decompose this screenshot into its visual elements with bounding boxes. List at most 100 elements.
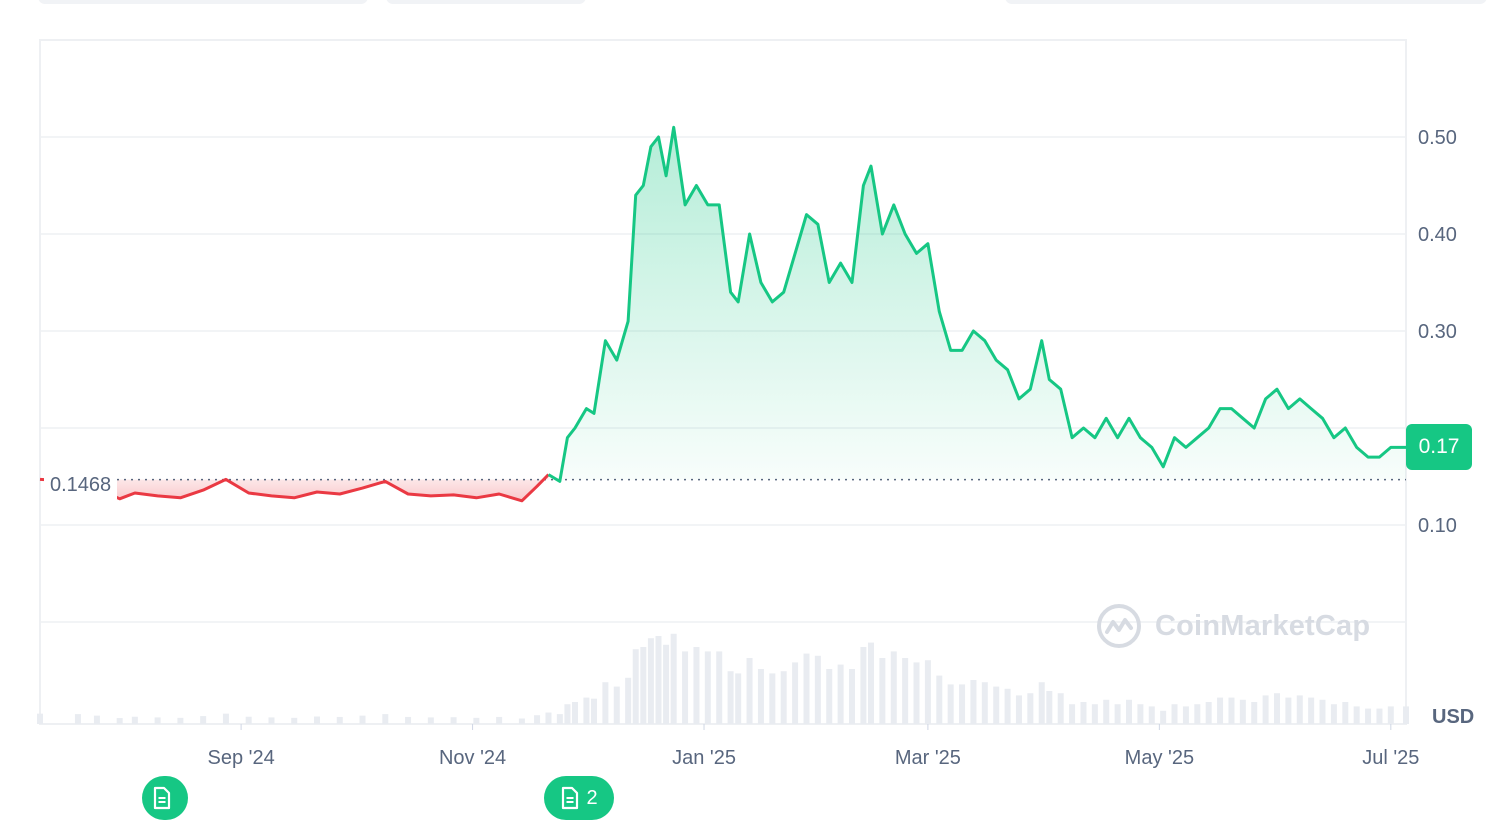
- document-icon: [153, 786, 171, 810]
- volume-bar: [1015, 695, 1022, 724]
- volume-bar: [1103, 699, 1110, 724]
- volume-bar: [803, 653, 810, 724]
- y-tick-label: 0.50: [1418, 127, 1457, 149]
- volume-bar: [716, 651, 723, 724]
- watermark-text: CoinMarketCap: [1155, 609, 1371, 642]
- volume-bar: [1046, 691, 1053, 724]
- volume-bar: [1194, 704, 1201, 724]
- volume-bar: [200, 716, 207, 724]
- volume-bar: [405, 716, 412, 724]
- chart-grid: [39, 39, 1407, 725]
- volume-bar: [1353, 706, 1360, 724]
- volume-bar: [647, 638, 654, 724]
- top-pill-3[interactable]: [1005, 0, 1487, 4]
- price-line-down: [39, 473, 550, 503]
- volume-bar: [556, 714, 563, 724]
- volume-bar: [37, 713, 43, 724]
- volume-bar: [1319, 699, 1326, 724]
- volume-bar: [867, 642, 874, 724]
- volume-bar: [1080, 702, 1087, 724]
- y-tick-label: 0.10: [1418, 515, 1457, 537]
- volume-bar: [632, 649, 639, 724]
- volume-bar: [860, 647, 867, 724]
- x-axis-labels: Sep '24 Nov '24 Jan '25 Mar '25 May '25 Jul '…: [207, 724, 1419, 769]
- volume-bar: [655, 636, 662, 724]
- volume-bar: [245, 716, 252, 724]
- above-baseline-fill: [548, 127, 1406, 482]
- volume-bar: [936, 675, 943, 724]
- coinmarketcap-logo-icon: [1097, 604, 1141, 648]
- news-marker-1[interactable]: [142, 776, 188, 820]
- volume-bar: [1091, 704, 1098, 724]
- volume-bar: [1137, 704, 1144, 724]
- top-pill-1[interactable]: [38, 0, 368, 4]
- volume-bar: [814, 655, 821, 724]
- volume-bar: [1403, 706, 1409, 724]
- volume-bar: [1171, 704, 1178, 724]
- volume-bar: [93, 715, 100, 724]
- volume-bar: [792, 662, 799, 724]
- watermark: CoinMarketCap: [1095, 602, 1370, 650]
- volume-bar: [1239, 699, 1246, 724]
- volume-bar: [1251, 702, 1258, 724]
- volume-bar: [1285, 697, 1292, 724]
- volume-bar: [849, 669, 856, 724]
- x-tick-label: May '25: [1125, 747, 1194, 769]
- volume-bar: [602, 682, 609, 724]
- volume-bar: [640, 647, 647, 724]
- volume-bar: [534, 715, 541, 724]
- volume-bar: [1308, 697, 1315, 724]
- volume-bar: [746, 658, 753, 724]
- document-icon: [562, 786, 579, 810]
- y-tick-label: 0.40: [1418, 224, 1457, 246]
- x-tick-label: Nov '24: [439, 747, 506, 769]
- volume-bar: [1376, 708, 1383, 724]
- volume-bar: [572, 702, 579, 724]
- news-marker-2[interactable]: 2: [544, 776, 614, 820]
- top-pill-2[interactable]: [386, 0, 586, 4]
- volume-bar: [1004, 688, 1011, 724]
- volume-bar: [1217, 697, 1224, 724]
- volume-bar: [177, 717, 184, 724]
- volume-bar: [1160, 710, 1167, 724]
- volume-bar: [826, 669, 833, 724]
- volume-bar: [970, 680, 977, 724]
- volume-bar: [518, 718, 525, 724]
- volume-bar: [902, 658, 909, 724]
- volume-bar: [74, 714, 81, 724]
- x-tick-label: Jul '25: [1362, 747, 1419, 769]
- volume-bar: [959, 684, 966, 724]
- volume-bars: [37, 633, 1409, 724]
- x-tick-label: Sep '24: [207, 747, 274, 769]
- x-tick-label: Jan '25: [672, 747, 736, 769]
- volume-bar: [1069, 704, 1076, 724]
- volume-bar: [1057, 693, 1064, 724]
- volume-bar: [313, 716, 320, 724]
- volume-bar: [1038, 682, 1045, 724]
- volume-bar: [890, 651, 897, 724]
- volume-bar: [663, 644, 670, 724]
- y-tick-label: 0.30: [1418, 321, 1457, 343]
- volume-bar: [879, 658, 886, 724]
- area-fills: [40, 127, 1406, 501]
- volume-bar: [131, 716, 138, 724]
- volume-bar: [735, 673, 742, 724]
- volume-bar: [1330, 704, 1337, 724]
- volume-bar: [427, 717, 434, 724]
- volume-bar: [545, 712, 552, 724]
- volume-bar: [993, 686, 1000, 724]
- volume-bar: [1182, 706, 1189, 724]
- volume-bar: [1296, 695, 1303, 724]
- x-tick-label: Mar '25: [895, 747, 961, 769]
- baseline-label: 0.1468: [44, 472, 118, 499]
- volume-bar: [1114, 704, 1121, 724]
- volume-bar: [154, 717, 161, 724]
- volume-bar: [1387, 706, 1394, 724]
- volume-bar: [613, 686, 620, 724]
- volume-bar: [625, 677, 632, 724]
- volume-bar: [268, 717, 275, 724]
- volume-bar: [780, 671, 787, 724]
- volume-bar: [1205, 702, 1212, 724]
- volume-bar: [583, 697, 590, 724]
